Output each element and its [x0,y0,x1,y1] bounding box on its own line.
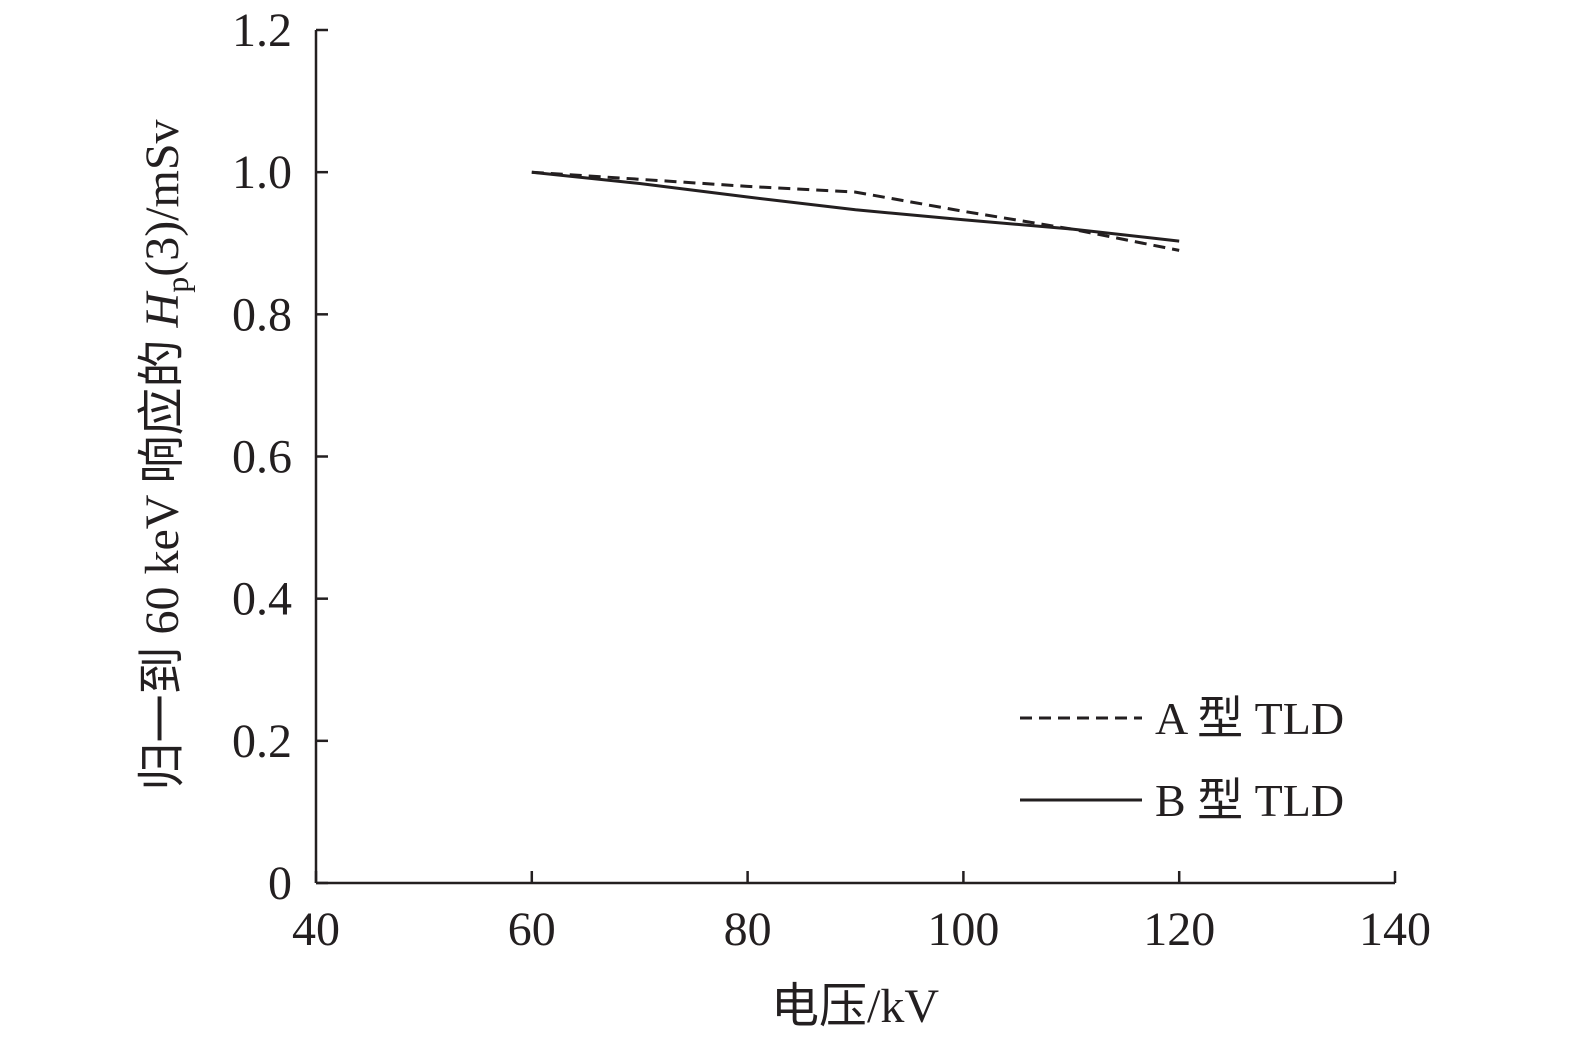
y-tick-label: 0 [268,857,292,910]
series-layer [531,170,1180,252]
y-tick-label: 1.0 [232,146,292,199]
x-tick-label: 120 [1143,903,1215,956]
y-tick-label: 0.2 [232,715,292,768]
x-ticks: 40 60 80 100 120 140 [292,871,1431,956]
x-tick-label: 80 [724,903,772,956]
y-tick-label: 0.8 [232,288,292,341]
y-axis-title-subscript: p [159,277,195,293]
x-tick-label: 140 [1359,903,1431,956]
x-axis-title: 电压/kV [771,980,939,1033]
series-b-line [531,170,1180,243]
x-tick-label: 100 [927,903,999,956]
y-axis-title-symbol: H [136,290,189,328]
y-tick-label: 0.4 [232,573,292,626]
y-ticks: 0 0.2 0.4 0.6 0.8 1.0 1.2 [232,4,328,910]
y-tick-label: 1.2 [232,4,292,57]
y-axis-title-suffix: (3)/mSv [136,119,189,276]
legend: A 型 TLD B 型 TLD [1020,693,1344,826]
y-axis-title: 归一到 60 keV 响应的 Hp(3)/mSv [136,119,195,790]
y-axis-title-prefix: 归一到 60 keV 响应的 [136,327,189,790]
plot-area: 0 0.2 0.4 0.6 0.8 1.0 1.2 40 60 80 100 120 140 [232,4,1431,956]
y-tick-label: 0.6 [232,431,292,484]
x-tick-label: 60 [508,903,556,956]
x-tick-label: 40 [292,903,340,956]
legend-label-a: A 型 TLD [1155,693,1344,744]
legend-label-b: B 型 TLD [1155,775,1344,826]
